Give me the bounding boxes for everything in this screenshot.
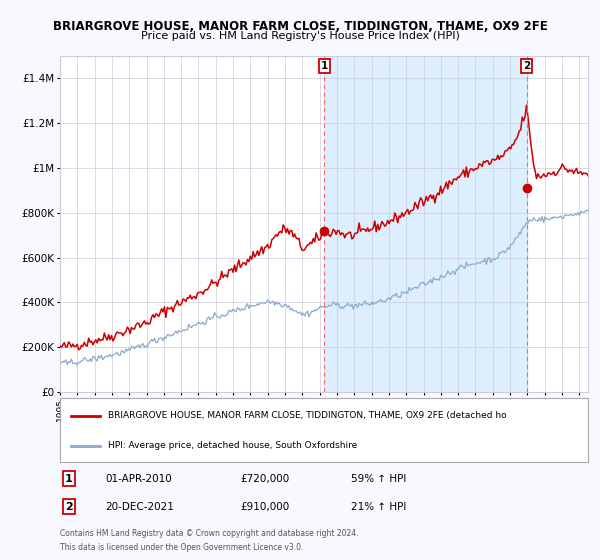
Text: £720,000: £720,000: [240, 474, 289, 484]
Text: 21% ↑ HPI: 21% ↑ HPI: [351, 502, 406, 512]
Text: £910,000: £910,000: [240, 502, 289, 512]
Text: This data is licensed under the Open Government Licence v3.0.: This data is licensed under the Open Gov…: [60, 543, 304, 552]
Text: Contains HM Land Registry data © Crown copyright and database right 2024.: Contains HM Land Registry data © Crown c…: [60, 529, 359, 538]
Text: 2: 2: [523, 61, 530, 71]
Text: 2: 2: [65, 502, 73, 512]
Text: 01-APR-2010: 01-APR-2010: [105, 474, 172, 484]
Bar: [324, 56, 527, 392]
Text: HPI: Average price, detached house, South Oxfordshire: HPI: Average price, detached house, Sout…: [107, 441, 357, 450]
Text: 1: 1: [320, 61, 328, 71]
Text: 20-DEC-2021: 20-DEC-2021: [105, 502, 174, 512]
Text: 59% ↑ HPI: 59% ↑ HPI: [351, 474, 406, 484]
Text: Price paid vs. HM Land Registry's House Price Index (HPI): Price paid vs. HM Land Registry's House …: [140, 31, 460, 41]
Text: 1: 1: [65, 474, 73, 484]
Text: BRIARGROVE HOUSE, MANOR FARM CLOSE, TIDDINGTON, THAME, OX9 2FE: BRIARGROVE HOUSE, MANOR FARM CLOSE, TIDD…: [53, 20, 547, 32]
Text: BRIARGROVE HOUSE, MANOR FARM CLOSE, TIDDINGTON, THAME, OX9 2FE (detached ho: BRIARGROVE HOUSE, MANOR FARM CLOSE, TIDD…: [107, 411, 506, 420]
